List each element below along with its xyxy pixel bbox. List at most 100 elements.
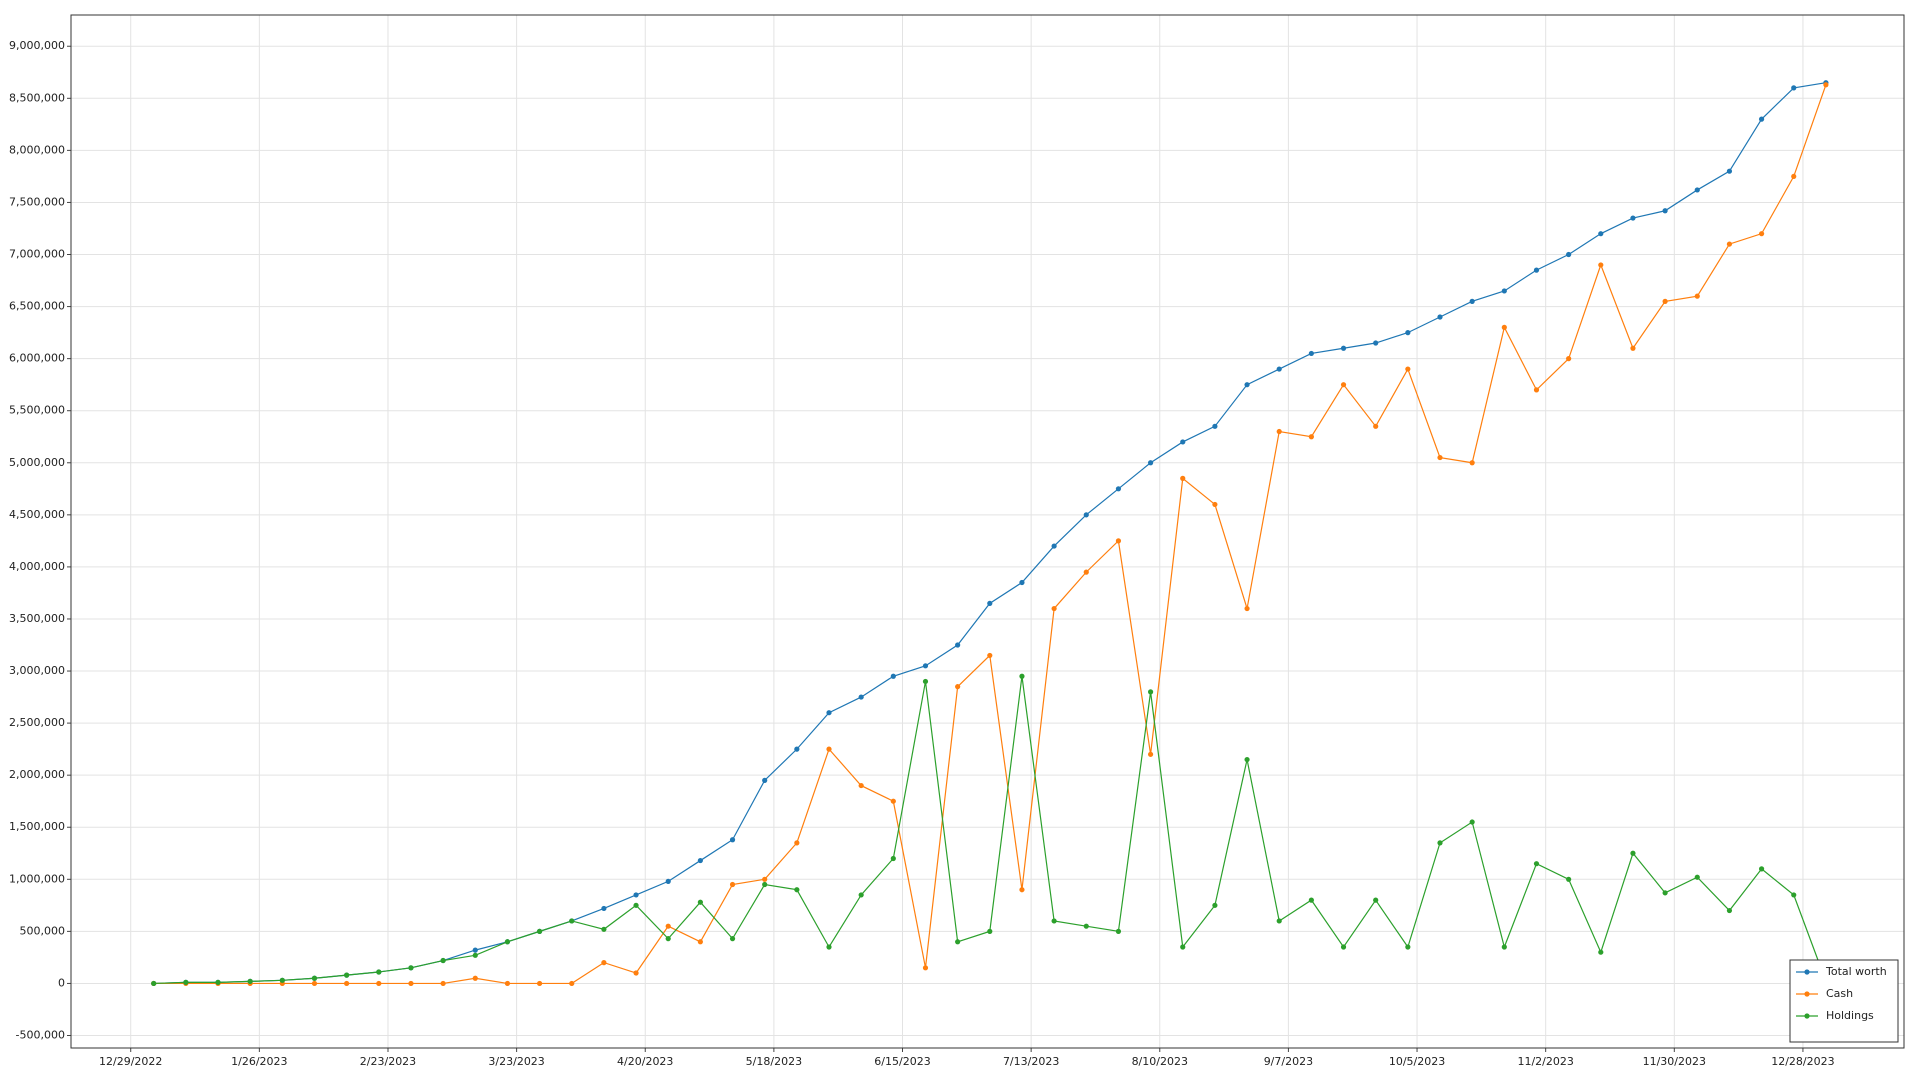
- data-point: [858, 782, 864, 789]
- data-point: [1694, 874, 1700, 880]
- data-point: [1758, 866, 1765, 872]
- data-point: [1405, 944, 1411, 950]
- x-tick-label: 1/26/2023: [231, 1055, 287, 1068]
- data-point: [955, 642, 961, 648]
- data-point: [601, 926, 607, 932]
- data-point: [1147, 460, 1154, 466]
- data-point: [1791, 892, 1797, 898]
- data-point: [1694, 187, 1700, 193]
- data-point: [762, 881, 768, 888]
- data-point: [1051, 605, 1057, 612]
- data-point: [1276, 366, 1282, 372]
- data-point: [1212, 423, 1218, 429]
- data-point: [1630, 345, 1636, 351]
- data-point: [1180, 475, 1186, 481]
- data-point: [890, 855, 896, 862]
- data-point: [955, 684, 961, 690]
- data-point: [987, 928, 993, 934]
- x-tick-label: 10/5/2023: [1389, 1055, 1445, 1068]
- data-point: [1308, 350, 1314, 357]
- data-point: [536, 980, 543, 987]
- data-point: [1791, 85, 1797, 91]
- data-point: [922, 965, 929, 971]
- legend-marker: [1804, 969, 1810, 975]
- x-tick-label: 12/29/2022: [99, 1055, 162, 1068]
- data-point: [1726, 241, 1733, 247]
- data-point: [151, 980, 157, 987]
- data-point: [1147, 689, 1154, 695]
- data-point: [1598, 262, 1604, 268]
- data-point: [1115, 538, 1122, 544]
- data-point: [1212, 501, 1218, 508]
- data-point: [569, 918, 575, 924]
- data-point: [1791, 173, 1797, 180]
- data-point: [183, 979, 189, 985]
- data-point: [633, 970, 639, 976]
- data-point: [1566, 356, 1572, 362]
- data-point: [826, 944, 832, 950]
- data-point: [729, 881, 736, 888]
- x-tick-label: 6/15/2023: [874, 1055, 930, 1068]
- data-point: [1308, 897, 1314, 903]
- data-point: [1469, 298, 1475, 304]
- data-point: [1726, 168, 1733, 174]
- data-point: [1662, 890, 1668, 896]
- data-point: [215, 979, 221, 985]
- data-point: [569, 980, 575, 987]
- y-tick-label: 4,500,000: [9, 508, 65, 521]
- data-point: [762, 876, 768, 882]
- y-tick-label: 8,000,000: [9, 143, 65, 156]
- y-tick-label: 3,500,000: [9, 612, 65, 625]
- data-point: [1083, 923, 1089, 929]
- data-point: [665, 878, 671, 884]
- data-point: [1630, 215, 1636, 221]
- data-point: [504, 939, 511, 945]
- data-point: [344, 972, 350, 978]
- x-tick-label: 7/13/2023: [1003, 1055, 1059, 1068]
- data-point: [697, 899, 703, 905]
- data-point: [1758, 116, 1765, 122]
- data-point: [311, 980, 318, 987]
- legend-label: Cash: [1826, 987, 1853, 1000]
- data-point: [1501, 944, 1507, 950]
- data-point: [1019, 673, 1025, 679]
- data-point: [987, 652, 993, 659]
- data-point: [858, 694, 864, 700]
- data-point: [1373, 340, 1379, 346]
- data-point: [311, 975, 318, 981]
- data-point: [1180, 944, 1186, 950]
- data-point: [1662, 208, 1668, 214]
- data-point: [858, 892, 864, 898]
- data-point: [1437, 840, 1443, 846]
- y-tick-label: 7,000,000: [9, 248, 65, 261]
- x-tick-label: 9/7/2023: [1264, 1055, 1313, 1068]
- y-tick-label: 3,000,000: [9, 664, 65, 677]
- data-point: [1244, 382, 1250, 388]
- data-point: [344, 980, 350, 987]
- data-point: [601, 960, 607, 966]
- data-point: [1115, 486, 1122, 492]
- x-tick-label: 3/23/2023: [488, 1055, 544, 1068]
- data-point: [1340, 345, 1347, 351]
- data-point: [408, 965, 414, 971]
- data-point: [1083, 569, 1089, 575]
- data-point: [826, 746, 832, 752]
- x-tick-label: 11/30/2023: [1643, 1055, 1706, 1068]
- x-tick-label: 11/2/2023: [1517, 1055, 1573, 1068]
- data-point: [1437, 314, 1443, 320]
- data-point: [1566, 251, 1572, 258]
- legend-label: Total worth: [1825, 965, 1887, 978]
- y-tick-label: 500,000: [20, 924, 66, 937]
- data-point: [762, 777, 768, 783]
- data-point: [1533, 387, 1540, 393]
- data-point: [1630, 850, 1636, 856]
- data-point: [922, 678, 929, 685]
- data-point: [1051, 918, 1057, 924]
- y-tick-label: 6,000,000: [9, 352, 65, 365]
- data-point: [987, 600, 993, 606]
- data-point: [1501, 288, 1507, 294]
- data-point: [1244, 756, 1250, 763]
- data-point: [1405, 366, 1411, 372]
- legend-marker: [1804, 991, 1810, 997]
